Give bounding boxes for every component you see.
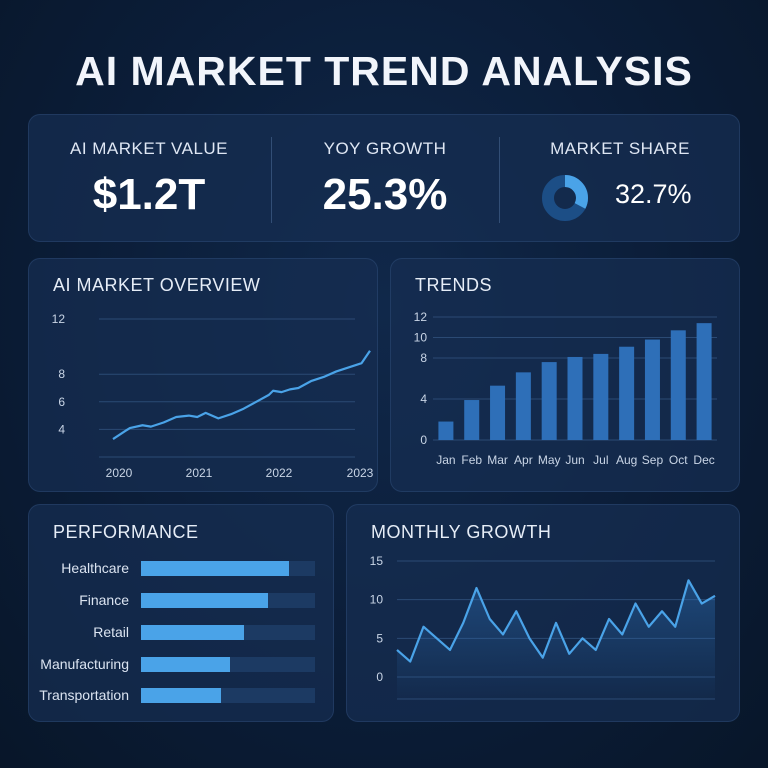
- trends-x-tick: Apr: [514, 453, 533, 467]
- performance-bar: [141, 625, 244, 640]
- trends-x-tick: Jun: [565, 453, 584, 467]
- overview-x-tick: 2021: [186, 466, 213, 480]
- overview-chart: 4 6 8 12 2020 2021 2022 2023: [52, 312, 374, 480]
- performance-track: [141, 688, 315, 703]
- overview-card: AI MARKET OVERVIEW 4 6 8 12 2020 2021 2022 2023: [28, 258, 378, 492]
- trends-x-tick: Jul: [593, 453, 608, 467]
- performance-row: Finance: [29, 592, 335, 610]
- overview-y-tick: 6: [58, 395, 65, 409]
- trends-bar: [644, 339, 660, 440]
- trends-y-tick: 8: [420, 351, 427, 365]
- overview-x-tick: 2020: [106, 466, 133, 480]
- trends-x-tick: Mar: [487, 453, 508, 467]
- performance-bar: [141, 593, 269, 608]
- performance-row: Manufacturing: [29, 656, 335, 674]
- kpi-market-share-label: MARKET SHARE: [550, 139, 690, 158]
- trends-bar: [670, 330, 686, 440]
- overview-y-tick: 12: [52, 312, 66, 326]
- overview-y-tick: 4: [58, 422, 65, 436]
- performance-label: Healthcare: [61, 560, 129, 576]
- kpi-yoy-growth: YOY GROWTH 25.3%: [271, 115, 499, 243]
- trends-x-tick: Aug: [616, 453, 637, 467]
- trends-bar: [696, 323, 712, 440]
- performance-label: Transportation: [39, 687, 129, 703]
- performance-title: PERFORMANCE: [53, 522, 199, 542]
- trends-card: TRENDS 0 4 8 10 12 Jan Feb Mar Apr May Jun Jul Aug Se…: [390, 258, 740, 492]
- performance-track: [141, 593, 315, 608]
- overview-y-tick: 8: [58, 367, 65, 381]
- overview-series-line: [112, 350, 371, 440]
- overview-x-tick: 2023: [347, 466, 374, 480]
- kpi-market-value-value: $1.2T: [92, 170, 206, 219]
- kpi-yoy-growth-label: YOY GROWTH: [323, 139, 447, 158]
- monthly-area: [397, 580, 715, 699]
- trends-bar: [464, 400, 480, 440]
- performance-card: PERFORMANCE Healthcare Finance Retail Manuf…: [28, 504, 334, 722]
- trends-title: TRENDS: [415, 275, 493, 295]
- overview-x-tick: 2022: [266, 466, 293, 480]
- overview-title: AI MARKET OVERVIEW: [53, 275, 261, 295]
- trends-bar: [593, 353, 609, 440]
- trends-bar: [619, 346, 635, 440]
- trends-bar: [567, 356, 583, 440]
- trends-bar: [541, 362, 557, 440]
- kpi-panel: AI MARKET VALUE $1.2T YOY GROWTH 25.3% M…: [28, 114, 740, 242]
- trends-bar: [515, 372, 531, 440]
- kpi-market-value-label: AI MARKET VALUE: [69, 139, 229, 158]
- donut-share-arc: [542, 175, 588, 221]
- performance-label: Finance: [79, 592, 129, 608]
- performance-row: Transportation: [29, 687, 335, 705]
- monthly-card: MONTHLY GROWTH 0 5 10 15: [346, 504, 740, 722]
- monthly-title: MONTHLY GROWTH: [371, 522, 552, 542]
- trends-x-tick: Feb: [461, 453, 482, 467]
- monthly-y-tick: 0: [376, 670, 383, 684]
- kpi-divider: [499, 137, 500, 223]
- performance-label: Retail: [93, 624, 129, 640]
- performance-track: [141, 657, 315, 672]
- trends-chart: 0 4 8 10 12 Jan Feb Mar Apr May Jun Jul Aug Sep Oct Dec: [414, 310, 717, 467]
- page-title: AI MARKET TREND ANALYSIS: [75, 48, 693, 94]
- kpi-market-share: MARKET SHARE 32.7%: [499, 115, 741, 243]
- monthly-y-tick: 5: [376, 631, 383, 645]
- monthly-chart: 0 5 10 15: [370, 554, 716, 700]
- performance-row: Retail: [29, 624, 335, 642]
- trends-bar: [438, 421, 454, 440]
- market-share-donut: [542, 175, 588, 221]
- performance-bar: [141, 657, 230, 672]
- trends-y-tick: 4: [420, 392, 427, 406]
- kpi-yoy-growth-value: 25.3%: [322, 170, 448, 219]
- kpi-market-value: AI MARKET VALUE $1.2T: [29, 115, 269, 243]
- trends-x-tick: Dec: [693, 453, 714, 467]
- performance-track: [141, 625, 315, 640]
- trends-y-tick: 10: [414, 331, 428, 345]
- performance-row: Healthcare: [29, 560, 335, 578]
- trends-x-tick: Jan: [436, 453, 455, 467]
- monthly-y-tick: 10: [370, 593, 384, 607]
- monthly-series-line: [396, 579, 716, 663]
- trends-y-tick: 0: [420, 433, 427, 447]
- performance-track: [141, 561, 315, 576]
- performance-bar: [141, 561, 289, 576]
- trends-x-tick: Oct: [669, 453, 688, 467]
- trends-x-tick: May: [538, 453, 561, 467]
- kpi-market-share-body: 32.7%: [539, 173, 719, 223]
- kpi-market-share-value: 32.7%: [615, 179, 692, 209]
- kpi-divider: [271, 137, 272, 223]
- performance-label: Manufacturing: [40, 656, 129, 672]
- trends-x-tick: Sep: [642, 453, 664, 467]
- monthly-y-tick: 15: [370, 554, 384, 568]
- trends-y-tick: 12: [414, 310, 428, 324]
- performance-bar: [141, 688, 222, 703]
- trends-bar: [490, 385, 506, 440]
